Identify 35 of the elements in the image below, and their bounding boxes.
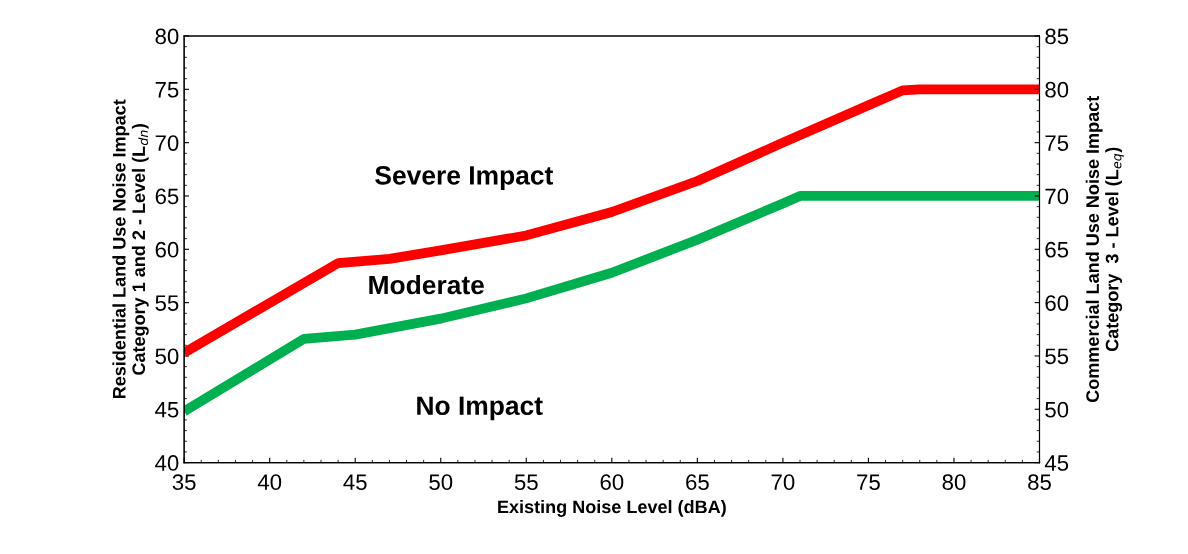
annotation: Moderate bbox=[369, 274, 484, 295]
x-tick-label: 55 bbox=[514, 474, 538, 491]
y2-tick-label: 45 bbox=[1044, 455, 1069, 471]
y-tick-label: 75 bbox=[155, 82, 179, 98]
annotation: No Impact bbox=[417, 396, 543, 421]
y-tick-label: 50 bbox=[155, 348, 179, 365]
y-axis-title: Residential Land Use Noise Impact Category 1 and 2 - Level (L$_{dn}$) bbox=[112, 99, 149, 399]
x-tick-label: 35 bbox=[172, 474, 196, 491]
x-tick-label: 75 bbox=[857, 474, 880, 491]
y2-tick-label: 70 bbox=[1045, 188, 1069, 205]
x-tick-label: 45 bbox=[343, 474, 367, 491]
x-tick-label: 65 bbox=[686, 474, 709, 491]
y-tick-label: 80 bbox=[155, 28, 179, 45]
y2-tick-label: 60 bbox=[1045, 295, 1069, 311]
x-tick-label: 85 bbox=[1028, 474, 1051, 491]
y-tick-label: 45 bbox=[155, 402, 179, 418]
x-tick-label: 50 bbox=[429, 474, 453, 491]
x-tick-label: 80 bbox=[942, 474, 966, 491]
x-tick-label: 70 bbox=[771, 474, 795, 491]
y2-tick-label: 55 bbox=[1045, 348, 1069, 365]
y-tick-label: 65 bbox=[155, 188, 179, 205]
x-axis-title: Existing Noise Level (dBA) bbox=[498, 499, 726, 517]
x-tick-label: 40 bbox=[257, 474, 282, 491]
y2-tick-label: 85 bbox=[1045, 28, 1069, 45]
y-tick-label: 70 bbox=[155, 135, 179, 151]
y-tick-label: 40 bbox=[155, 455, 179, 471]
annotation: Severe Impact bbox=[375, 166, 554, 190]
y2-tick-label: 65 bbox=[1045, 241, 1069, 258]
y-tick-label: 60 bbox=[155, 241, 179, 258]
y2-tick-label: 80 bbox=[1045, 81, 1069, 98]
y2-tick-label: 50 bbox=[1045, 401, 1069, 418]
y2-tick-label: 75 bbox=[1045, 135, 1069, 151]
y2-axis-title: Commercial Land Use Noise Impact Category 3 - Level (L$_{eq}$) bbox=[1085, 95, 1124, 403]
x-tick-label: 60 bbox=[600, 474, 624, 491]
y-tick-label: 55 bbox=[155, 295, 179, 311]
